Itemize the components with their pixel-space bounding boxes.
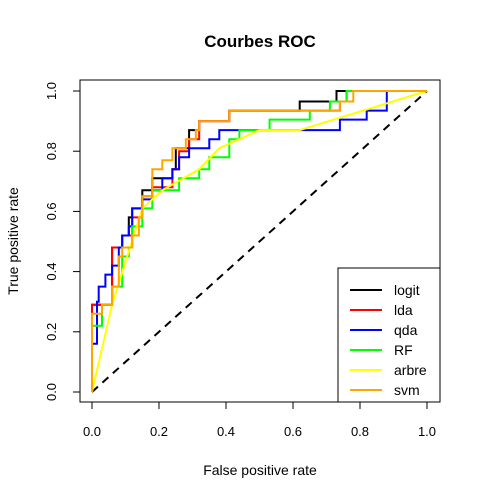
legend-label-svm: svm [394,382,420,398]
x-tick-label: 1.0 [418,424,436,439]
x-tick-label: 0.4 [217,424,235,439]
y-axis-label: True positive rate [5,187,21,295]
y-tick-label: 0.8 [44,142,59,160]
legend-label-rf: RF [394,342,413,358]
y-tick-label: 0.2 [44,323,59,341]
roc-line-arbre [91,90,428,393]
plot-content [91,90,428,393]
x-axis-label: False positive rate [203,462,317,478]
x-tick-label: 0.8 [351,424,369,439]
legend-label-arbre: arbre [394,362,427,378]
legend-box [337,267,441,403]
reference-diagonal-line [91,90,428,393]
legend: logit lda qda RF arbre svm [337,267,441,403]
legend-label-lda: lda [394,302,413,318]
y-tick-label: 0.0 [44,383,59,401]
plot-frame [79,79,441,403]
x-tick-label: 0.2 [150,424,168,439]
y-tick-label: 0.4 [44,263,59,281]
legend-label-qda: qda [394,322,418,338]
axes: 0.0 0.2 0.4 0.6 0.8 1.0 0.0 0.2 0.4 0.6 0.8 1.0 [44,79,441,439]
y-tick-label: 0.6 [44,202,59,220]
y-tick-label: 1.0 [44,82,59,100]
roc-line-svm [91,90,427,392]
legend-label-logit: logit [394,282,420,298]
x-tick-label: 0.6 [284,424,302,439]
chart-title: Courbes ROC [204,32,315,51]
x-tick-label: 0.0 [83,424,101,439]
